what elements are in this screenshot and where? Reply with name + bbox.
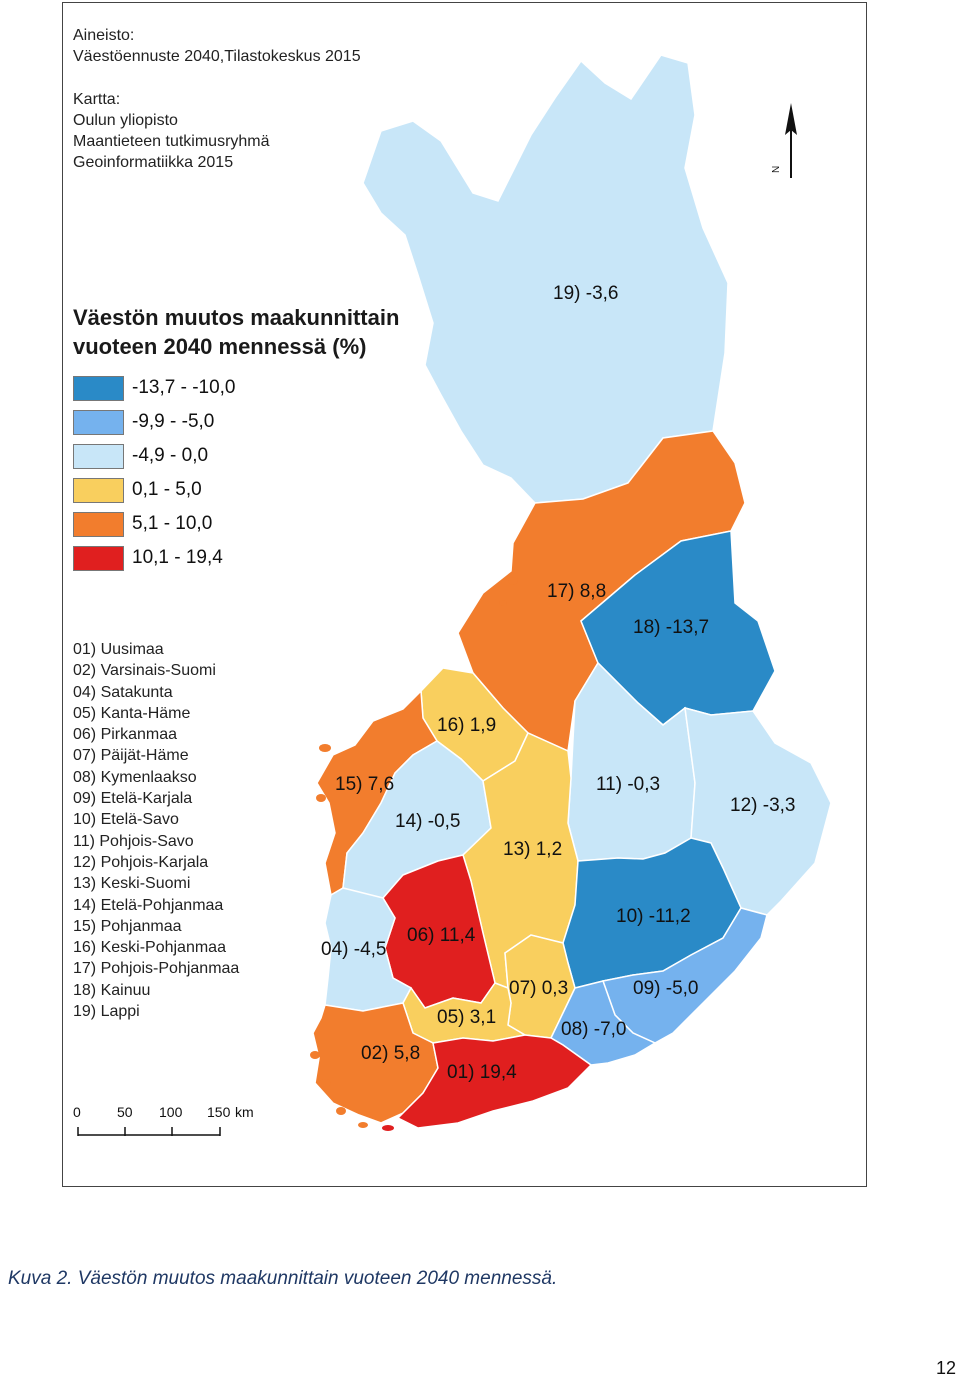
region-labels: 19) -3,6 17) 8,8 18) -13,7 16) 1,9 15) 7… xyxy=(321,283,795,1083)
region-list-item: 02) Varsinais-Suomi xyxy=(73,662,216,680)
legend-label: 0,1 - 5,0 xyxy=(132,479,202,500)
region-list-item: 08) Kymenlaakso xyxy=(73,768,197,786)
legend-item: -9,9 - -5,0 xyxy=(73,409,214,435)
legend-label: 10,1 - 19,4 xyxy=(132,547,223,568)
scale-tick-0: 0 xyxy=(73,1104,81,1120)
map-credit: Kartta: Oulun yliopisto Maantieteen tutk… xyxy=(73,89,270,173)
map-credit-line: Geoinformatiikka 2015 xyxy=(73,154,234,171)
region-label-18: 18) -13,7 xyxy=(633,617,709,638)
region-list-item: 07) Päijät-Häme xyxy=(73,747,189,765)
region-label-05: 05) 3,1 xyxy=(437,1007,496,1028)
region-list-item: 04) Satakunta xyxy=(73,683,173,701)
data-source: Aineisto: Väestöennuste 2040,Tilastokesk… xyxy=(73,25,361,67)
archipelago-islands xyxy=(310,577,518,1131)
region-list-item: 16) Keski-Pohjanmaa xyxy=(73,939,226,957)
map-credit-line: Oulun yliopisto xyxy=(73,112,178,129)
legend-title: Väestön muutos maakunnittain vuoteen 204… xyxy=(73,303,399,361)
region-label-10: 10) -11,2 xyxy=(616,906,691,927)
legend-label: 5,1 - 10,0 xyxy=(132,513,213,534)
region-label-07: 07) 0,3 xyxy=(509,978,568,999)
scale-tick-100: 100 xyxy=(159,1104,183,1120)
figure-caption: Kuva 2. Väestön muutos maakunnittain vuo… xyxy=(8,1268,558,1289)
map-frame: 19) -3,6 17) 8,8 18) -13,7 16) 1,9 15) 7… xyxy=(62,2,867,1187)
region-list-item: 15) Pohjanmaa xyxy=(73,917,182,935)
data-source-text: Väestöennuste 2040,Tilastokeskus 2015 xyxy=(73,48,361,65)
legend-swatch xyxy=(73,545,124,571)
legend-swatch xyxy=(73,477,124,503)
region-label-12: 12) -3,3 xyxy=(730,795,795,816)
legend-item: 10,1 - 19,4 xyxy=(73,545,223,571)
legend-swatch xyxy=(73,409,124,435)
legend-item: -13,7 - -10,0 xyxy=(73,375,236,401)
legend-label: -4,9 - 0,0 xyxy=(132,445,209,466)
map-credit-heading: Kartta: xyxy=(73,91,121,108)
region-list-item: 17) Pohjois-Pohjanmaa xyxy=(73,960,240,978)
region-label-17: 17) 8,8 xyxy=(547,581,606,602)
scale-tick-50: 50 xyxy=(117,1104,133,1120)
region-01-uusimaa xyxy=(396,1034,593,1129)
legend-swatch xyxy=(73,443,124,469)
legend-swatch xyxy=(73,511,124,537)
region-label-08: 08) -7,0 xyxy=(561,1019,626,1040)
page-number: 12 xyxy=(935,1358,956,1378)
region-list-item: 06) Pirkanmaa xyxy=(73,726,178,744)
region-list-item: 13) Keski-Suomi xyxy=(73,875,191,893)
region-02-varsinais-suomi xyxy=(312,1002,439,1124)
scale-unit: km xyxy=(235,1104,254,1120)
region-list-item: 14) Etelä-Pohjanmaa xyxy=(73,896,224,914)
region-label-19: 19) -3,6 xyxy=(553,283,618,304)
region-label-16: 16) 1,9 xyxy=(437,715,496,736)
legend-title-line: Väestön muutos maakunnittain xyxy=(73,305,400,330)
region-list-item: 01) Uusimaa xyxy=(73,641,164,658)
region-list-item: 12) Pohjois-Karjala xyxy=(73,853,209,871)
region-label-14: 14) -0,5 xyxy=(395,811,460,832)
legend-label: -9,9 - -5,0 xyxy=(132,411,215,432)
legend-swatch xyxy=(73,375,124,401)
scale-tick-150: 150 xyxy=(207,1104,231,1120)
region-label-04: 04) -4,5 xyxy=(321,939,386,960)
region-list-item: 18) Kainuu xyxy=(73,981,151,999)
region-list-item: 10) Etelä-Savo xyxy=(73,811,179,829)
region-label-13: 13) 1,2 xyxy=(503,839,562,860)
region-list-item: 11) Pohjois-Savo xyxy=(73,832,194,850)
finland-map: 19) -3,6 17) 8,8 18) -13,7 16) 1,9 15) 7… xyxy=(73,54,832,1136)
region-list-item: 19) Lappi xyxy=(73,1003,140,1021)
region-label-15: 15) 7,6 xyxy=(335,774,394,795)
legend-item: 5,1 - 10,0 xyxy=(73,511,212,537)
region-list-item: 09) Etelä-Karjala xyxy=(73,790,193,808)
region-label-06: 06) 11,4 xyxy=(407,925,476,946)
legend-title-line: vuoteen 2040 mennessä (%) xyxy=(73,334,367,359)
legend-item: 0,1 - 5,0 xyxy=(73,477,202,503)
region-label-02: 02) 5,8 xyxy=(361,1043,420,1064)
region-19-lappi xyxy=(362,54,729,504)
map-credit-line: Maantieteen tutkimusryhmä xyxy=(73,133,270,150)
north-arrow-icon: N xyxy=(771,103,797,178)
region-list: 01) Uusimaa 02) Varsinais-Suomi 04) Sataku… xyxy=(73,639,239,1022)
region-list-item: 05) Kanta-Häme xyxy=(73,704,191,722)
region-label-09: 09) -5,0 xyxy=(633,978,698,999)
region-label-01: 01) 19,4 xyxy=(447,1062,517,1083)
scale-bar: 0 50 100 150 km xyxy=(73,1104,254,1136)
legend-item: -4,9 - 0,0 xyxy=(73,443,208,469)
data-source-heading: Aineisto: xyxy=(73,27,135,44)
north-label: N xyxy=(771,166,782,173)
region-label-11: 11) -0,3 xyxy=(596,774,660,795)
legend-label: -13,7 - -10,0 xyxy=(132,377,236,398)
